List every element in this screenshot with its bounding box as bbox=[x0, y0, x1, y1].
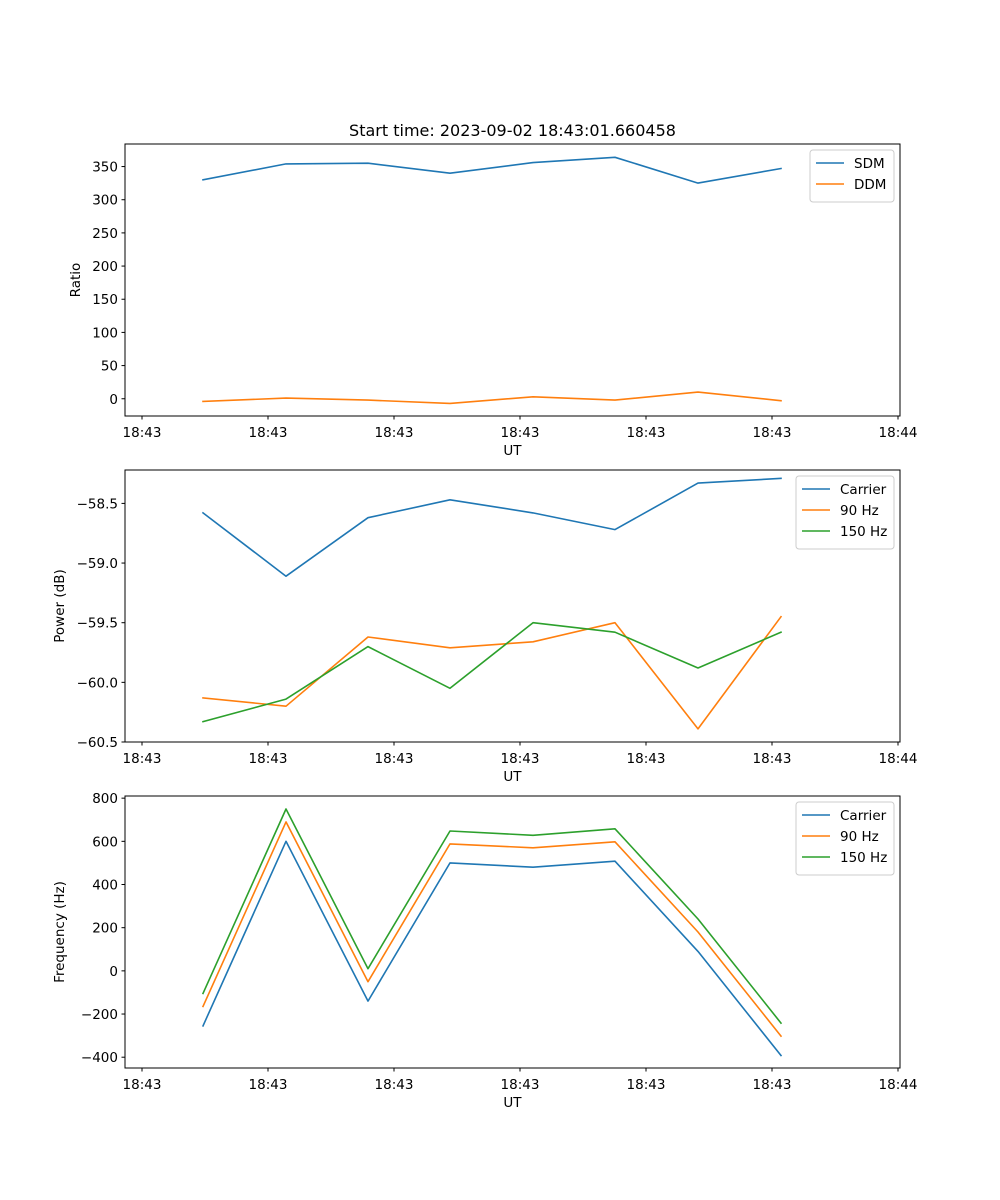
y-axis-label: Ratio bbox=[68, 263, 84, 298]
x-tick-label: 18:43 bbox=[501, 425, 540, 441]
chart-panel-3: −400 −200 0 200 400 600 800 18:43 18:43 18:43 18:4… bbox=[52, 791, 917, 1111]
x-axis-label: UT bbox=[503, 443, 522, 459]
series-line-carrier bbox=[201, 840, 783, 1057]
y-tick-label: 100 bbox=[92, 325, 118, 341]
x-tick-label: 18:44 bbox=[879, 751, 918, 767]
y-tick-label: −58.5 bbox=[77, 496, 118, 512]
series-line-carrier bbox=[201, 477, 782, 578]
series-line-150-hz bbox=[202, 621, 783, 723]
x-tick-label: 18:43 bbox=[375, 1077, 414, 1093]
chart-title: Start time: 2023-09-02 18:43:01.660458 bbox=[349, 121, 676, 140]
y-tick-label: −200 bbox=[81, 1007, 118, 1023]
charts-container: 0 50 100 150 200 250 300 350 18:43 18:43 18:43 18:4… bbox=[52, 143, 918, 1111]
x-tick-label: 18:43 bbox=[627, 425, 666, 441]
x-tick-label: 18:43 bbox=[627, 751, 666, 767]
x-tick-label: 18:43 bbox=[375, 425, 414, 441]
series-line-150-hz bbox=[201, 808, 783, 1025]
x-tick-label: 18:43 bbox=[501, 751, 540, 767]
y-tick-label: −400 bbox=[81, 1050, 118, 1066]
axes-frame bbox=[124, 795, 901, 1069]
series-line-ddm bbox=[202, 391, 782, 405]
y-tick-label: 800 bbox=[92, 791, 118, 807]
x-tick-label: 18:43 bbox=[753, 1077, 792, 1093]
chart-panel-2: −60.5 −60.0 −59.5 −59.0 −58.5 18:43 18:43 18:43… bbox=[52, 469, 918, 785]
y-tick-label: 250 bbox=[92, 226, 118, 242]
x-axis-label: UT bbox=[503, 769, 522, 785]
y-tick-label: −59.5 bbox=[77, 616, 118, 632]
x-tick-label: 18:44 bbox=[879, 425, 918, 441]
x-tick-label: 18:43 bbox=[249, 1077, 288, 1093]
x-tick-label: 18:43 bbox=[501, 1077, 540, 1093]
legend-label-90-hz: 90 Hz bbox=[840, 829, 879, 845]
y-tick-label: −59.0 bbox=[77, 556, 118, 572]
x-tick-label: 18:43 bbox=[123, 1077, 162, 1093]
legend-label-sdm: SDM bbox=[854, 156, 885, 172]
chart-panel-1: 0 50 100 150 200 250 300 350 18:43 18:43 18:43 18:4… bbox=[68, 143, 918, 459]
legend-label-carrier: Carrier bbox=[840, 482, 887, 498]
y-axis-label: Frequency (Hz) bbox=[52, 881, 68, 983]
x-axis-label: UT bbox=[503, 1095, 522, 1111]
y-axis-label: Power (dB) bbox=[52, 569, 68, 642]
y-tick-label: 150 bbox=[92, 292, 118, 308]
x-tick-label: 18:44 bbox=[879, 1077, 918, 1093]
x-tick-label: 18:43 bbox=[249, 751, 288, 767]
x-tick-label: 18:43 bbox=[753, 751, 792, 767]
series-line-90-hz bbox=[202, 615, 783, 730]
y-tick-label: 200 bbox=[92, 259, 118, 275]
y-tick-label: 400 bbox=[92, 878, 118, 894]
axes-frame bbox=[124, 143, 901, 417]
legend-label-150-hz: 150 Hz bbox=[840, 850, 887, 866]
y-tick-label: 200 bbox=[92, 921, 118, 937]
x-tick-label: 18:43 bbox=[753, 425, 792, 441]
x-tick-label: 18:43 bbox=[627, 1077, 666, 1093]
y-tick-label: 300 bbox=[92, 193, 118, 209]
axes-frame bbox=[124, 469, 901, 743]
y-tick-label: 0 bbox=[109, 392, 118, 408]
legend-label-carrier: Carrier bbox=[840, 808, 887, 824]
x-tick-label: 18:43 bbox=[123, 751, 162, 767]
y-tick-label: 50 bbox=[101, 359, 118, 375]
y-tick-label: 600 bbox=[92, 834, 118, 850]
legend-label-ddm: DDM bbox=[854, 177, 886, 193]
series-line-90-hz bbox=[201, 821, 783, 1038]
x-tick-label: 18:43 bbox=[123, 425, 162, 441]
y-tick-label: 350 bbox=[92, 160, 118, 176]
x-tick-label: 18:43 bbox=[249, 425, 288, 441]
legend-label-150-hz: 150 Hz bbox=[840, 524, 887, 540]
y-tick-label: −60.0 bbox=[77, 675, 118, 691]
y-tick-label: 0 bbox=[109, 964, 118, 980]
y-tick-label: −60.5 bbox=[77, 735, 118, 751]
x-tick-label: 18:43 bbox=[375, 751, 414, 767]
legend-label-90-hz: 90 Hz bbox=[840, 503, 879, 519]
series-line-sdm bbox=[202, 156, 782, 184]
